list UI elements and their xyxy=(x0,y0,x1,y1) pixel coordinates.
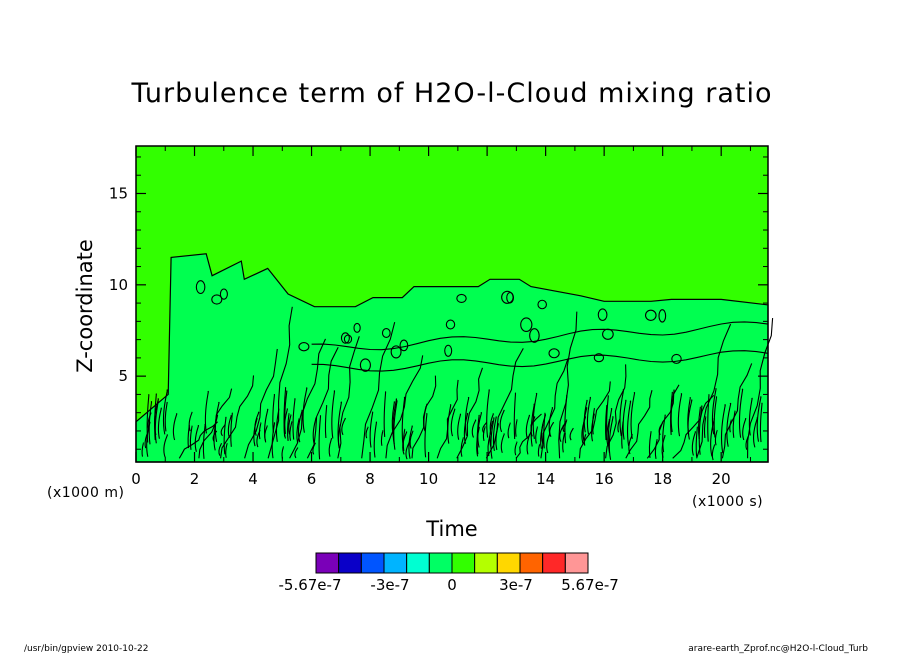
chart-title: Turbulence term of H2O-l-Cloud mixing ra… xyxy=(131,78,773,109)
colorbar-swatch xyxy=(451,552,476,574)
x-axis-ticks: 0 2 4 6 8 10 12 14 16 18 20 xyxy=(131,146,751,488)
x-axis-unit: (x1000 s) xyxy=(692,494,763,510)
colorbar-swatch xyxy=(496,552,521,574)
colorbar-label: 3e-7 xyxy=(499,576,533,594)
x-tick-label: 18 xyxy=(653,470,672,488)
y-tick-label: 10 xyxy=(109,276,128,294)
contour-lines xyxy=(141,280,774,461)
y-axis-label: Z-coordinate xyxy=(73,239,97,373)
y-tick-label: 5 xyxy=(118,367,128,385)
colorbar-swatch xyxy=(338,552,362,574)
colorbar-label: 0 xyxy=(447,576,457,594)
x-tick-label: 8 xyxy=(365,470,375,488)
colorbar-swatch xyxy=(315,552,340,574)
plot-area: 0 2 4 6 8 10 12 14 16 18 20 5 10 15 xyxy=(109,145,774,488)
colorbar-swatch xyxy=(564,552,589,574)
colorbar-swatch xyxy=(474,552,498,574)
y-axis-ticks: 5 10 15 xyxy=(109,156,768,450)
x-tick-label: 0 xyxy=(131,470,141,488)
footer-left-text: /usr/bin/gpview 2010-10-22 xyxy=(24,644,148,654)
colorbar-swatch xyxy=(428,552,453,574)
x-tick-label: 2 xyxy=(190,470,200,488)
x-tick-label: 16 xyxy=(595,470,614,488)
colorbar-swatch xyxy=(519,552,544,574)
colorbar: -5.67e-7 -3e-7 0 3e-7 5.67e-7 xyxy=(279,552,619,594)
y-tick-label: 15 xyxy=(109,184,128,202)
plot-frame xyxy=(135,145,769,463)
x-tick-label: 12 xyxy=(478,470,497,488)
x-axis-label: Time xyxy=(425,517,477,541)
colorbar-label: 5.67e-7 xyxy=(561,576,619,594)
x-tick-label: 20 xyxy=(712,470,731,488)
colorbar-label: -3e-7 xyxy=(370,576,409,594)
x-tick-label: 14 xyxy=(536,470,555,488)
colorbar-label: -5.67e-7 xyxy=(279,576,342,594)
colorbar-swatch xyxy=(542,552,566,574)
colorbar-swatch xyxy=(383,552,408,574)
x-tick-label: 10 xyxy=(419,470,438,488)
colorbar-swatch xyxy=(360,552,385,574)
footer-right-text: arare-earth_Zprof.nc@H2O-l-Cloud_Turb xyxy=(688,644,868,654)
colorbar-swatch xyxy=(406,552,430,574)
y-axis-unit: (x1000 m) xyxy=(47,485,124,501)
x-tick-label: 4 xyxy=(248,470,258,488)
x-tick-label: 6 xyxy=(307,470,317,488)
